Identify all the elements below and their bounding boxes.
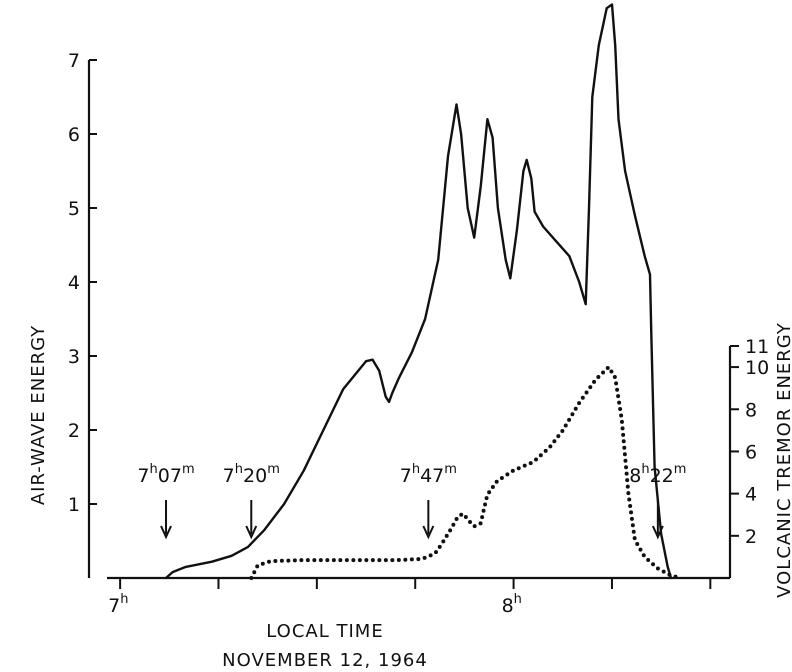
series-layer bbox=[164, 3, 683, 580]
left-tick-label-7: 7 bbox=[68, 50, 80, 72]
x-tick-label-7: 7h bbox=[108, 592, 128, 617]
x-tick-label-8: 8h bbox=[502, 592, 522, 617]
time-annotation-7h20m: 7h20m bbox=[223, 462, 280, 540]
left-tick-label-1: 1 bbox=[68, 494, 80, 516]
left-tick-label-6: 6 bbox=[68, 124, 80, 146]
left-axis-title: AIR-WAVE ENERGY bbox=[28, 325, 49, 505]
time-arrow-head bbox=[245, 525, 258, 540]
time-annotation-7h07m: 7h07m bbox=[137, 462, 195, 540]
left-tick-label-5: 5 bbox=[68, 198, 80, 220]
time-annotation-label: 8h22m bbox=[629, 462, 686, 487]
time-annotation-7h47m: 7h47m bbox=[400, 462, 457, 540]
right-tick-label-8: 8 bbox=[745, 399, 757, 421]
time-annotation-8h22m: 8h22m bbox=[629, 462, 686, 540]
right-axis-title: VOLCANIC TREMOR ENERGY bbox=[774, 322, 792, 598]
time-annotation-label: 7h07m bbox=[137, 462, 194, 487]
right-tick-label-2: 2 bbox=[745, 526, 757, 548]
series-line-left-solid bbox=[164, 3, 673, 580]
right-tick-label-4: 4 bbox=[745, 484, 757, 506]
labels: LOCAL TIME NOVEMBER 12, 1964 AIR-WAVE EN… bbox=[28, 322, 792, 671]
time-arrow-head bbox=[422, 525, 435, 540]
right-tick-label-10: 10 bbox=[745, 357, 769, 379]
time-annotation-label: 7h47m bbox=[400, 462, 457, 487]
right-tick-label-11: 11 bbox=[745, 336, 769, 358]
left-tick-label-2: 2 bbox=[68, 420, 80, 442]
time-arrow-head bbox=[160, 525, 172, 540]
annotations: 7h07m 7h20m 7h47m 8h22m bbox=[137, 462, 686, 540]
x-axis-title: LOCAL TIME bbox=[266, 621, 383, 642]
left-tick-label-4: 4 bbox=[68, 272, 80, 294]
left-tick-label-3: 3 bbox=[68, 346, 80, 368]
series-line-right-dotted bbox=[249, 365, 683, 580]
time-annotation-label: 7h20m bbox=[223, 462, 280, 487]
chart-date: NOVEMBER 12, 1964 bbox=[222, 650, 428, 671]
right-tick-label-6: 6 bbox=[745, 441, 757, 463]
time-arrow-head bbox=[651, 525, 664, 540]
